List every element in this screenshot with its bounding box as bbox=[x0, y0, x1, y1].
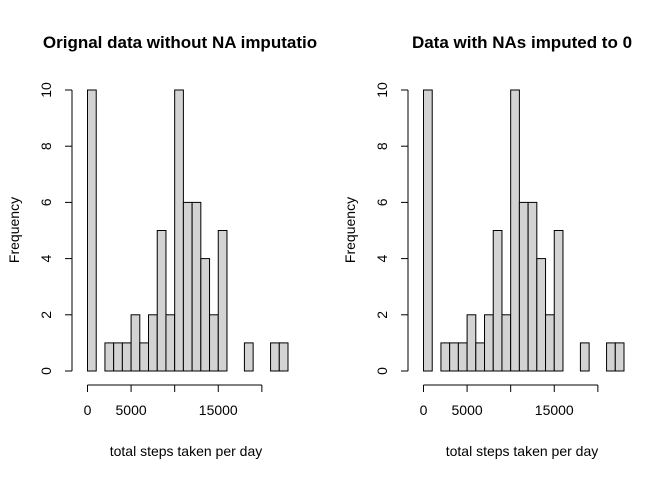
x-tick-label: 5000 bbox=[116, 402, 147, 418]
histogram-bar bbox=[518, 201, 529, 372]
histogram-bar bbox=[130, 314, 141, 372]
histogram-bar bbox=[466, 314, 477, 372]
histogram-bar bbox=[553, 230, 564, 372]
histogram-bar bbox=[457, 342, 468, 372]
histogram-bar bbox=[545, 314, 555, 372]
x-axis: 0 5000 15000 bbox=[84, 384, 263, 418]
bar-series bbox=[87, 89, 289, 372]
histogram-bar bbox=[536, 258, 547, 372]
y-tick-label: 10 bbox=[38, 82, 54, 98]
y-tick-label: 6 bbox=[38, 198, 54, 206]
x-axis-label: total steps taken per day bbox=[110, 443, 263, 459]
x-tick-label: 5000 bbox=[452, 402, 483, 418]
histogram-bar bbox=[165, 314, 176, 372]
histogram-bar bbox=[174, 89, 184, 372]
histogram-bar bbox=[121, 342, 132, 372]
histogram-bar bbox=[191, 201, 202, 372]
histogram-bar bbox=[87, 89, 97, 372]
y-axis: 0 2 4 6 8 10 bbox=[374, 82, 409, 375]
x-tick-label: 15000 bbox=[535, 402, 574, 418]
panel-original-data: Orignal data without NA imputatio total … bbox=[6, 33, 317, 459]
x-axis-label: total steps taken per day bbox=[446, 443, 599, 459]
histogram-bar bbox=[156, 230, 167, 372]
histogram-bar bbox=[484, 314, 494, 372]
y-tick-label: 4 bbox=[38, 254, 54, 262]
chart-title: Data with NAs imputed to 0 bbox=[412, 33, 632, 52]
histogram-bar bbox=[278, 342, 289, 372]
y-axis: 0 2 4 6 8 10 bbox=[38, 82, 73, 375]
y-tick-label: 0 bbox=[38, 367, 54, 375]
x-tick-label: 15000 bbox=[199, 402, 238, 418]
y-tick-label: 8 bbox=[38, 142, 54, 150]
panel-imputed-data: Data with NAs imputed to 0 total steps t… bbox=[342, 33, 632, 459]
histogram-bar bbox=[614, 342, 625, 372]
y-tick-label: 2 bbox=[38, 311, 54, 319]
histogram-bar bbox=[423, 89, 433, 372]
histogram-bar bbox=[113, 342, 123, 372]
y-tick-label: 2 bbox=[374, 311, 390, 319]
y-axis-label: Frequency bbox=[342, 197, 358, 263]
histogram-bar bbox=[270, 342, 280, 372]
histogram-bar bbox=[182, 201, 193, 372]
histogram-bar bbox=[527, 201, 538, 372]
y-axis-label: Frequency bbox=[6, 197, 22, 263]
x-tick-label: 0 bbox=[84, 402, 92, 418]
y-tick-label: 0 bbox=[374, 367, 390, 375]
y-tick-label: 6 bbox=[374, 198, 390, 206]
histogram-bar bbox=[510, 89, 520, 372]
y-tick-label: 4 bbox=[374, 254, 390, 262]
histogram-bar bbox=[148, 314, 158, 372]
bar-series bbox=[423, 89, 625, 372]
histogram-bar bbox=[139, 342, 150, 372]
histogram-bar bbox=[579, 342, 590, 372]
x-tick-label: 0 bbox=[420, 402, 428, 418]
histogram-bar bbox=[440, 342, 451, 372]
histogram-bar bbox=[200, 258, 211, 372]
y-tick-label: 8 bbox=[374, 142, 390, 150]
chart-title: Orignal data without NA imputatio bbox=[43, 33, 317, 52]
histogram-bar bbox=[492, 230, 503, 372]
histogram-bar bbox=[449, 342, 459, 372]
x-axis: 0 5000 15000 bbox=[420, 384, 599, 418]
histogram-bar bbox=[501, 314, 512, 372]
histogram-bar bbox=[209, 314, 219, 372]
histogram-bar bbox=[104, 342, 115, 372]
y-tick-label: 10 bbox=[374, 82, 390, 98]
histogram-bar bbox=[243, 342, 254, 372]
histogram-bar bbox=[217, 230, 228, 372]
histogram-bar bbox=[475, 342, 486, 372]
histogram-bar bbox=[606, 342, 616, 372]
